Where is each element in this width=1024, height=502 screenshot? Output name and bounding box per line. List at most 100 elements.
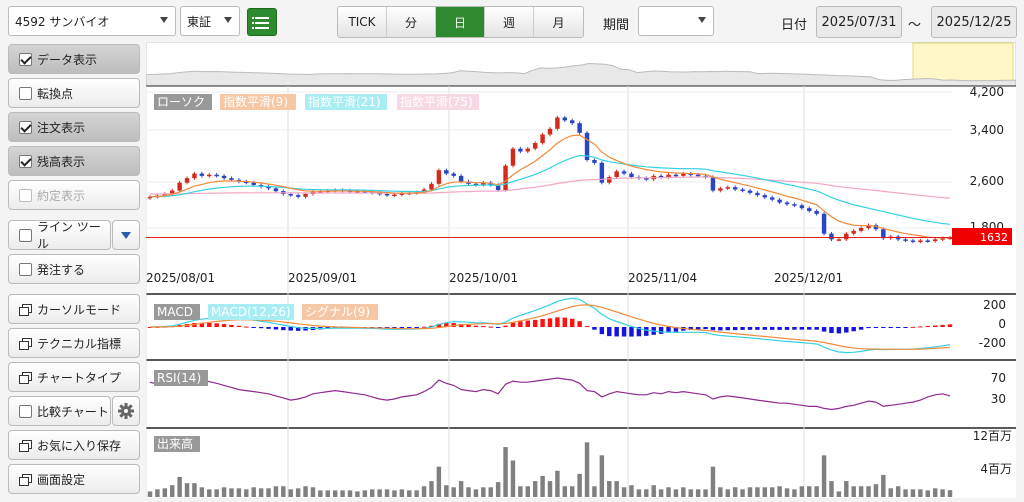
macd-axis: 200 0 -200 bbox=[979, 298, 1006, 350]
chart-type-button[interactable]: チャートタイプ bbox=[8, 362, 140, 392]
compare-chart-toggle[interactable]: 比較チャート bbox=[8, 396, 111, 426]
current-price-label: 1632 bbox=[980, 231, 1008, 244]
technical-indicators-button[interactable]: テクニカル指標 bbox=[8, 328, 140, 358]
volume-bar bbox=[244, 489, 249, 497]
macd-histogram-bar bbox=[399, 327, 405, 328]
macd-histogram-bar bbox=[488, 326, 493, 328]
candle-body bbox=[710, 177, 716, 191]
period-label: 期間 bbox=[603, 18, 630, 33]
tab-day[interactable]: 日 bbox=[436, 7, 485, 37]
volume-bar bbox=[792, 489, 797, 497]
macd-histogram-bar bbox=[807, 327, 812, 330]
compare-settings-button[interactable] bbox=[112, 396, 140, 426]
tab-week[interactable]: 週 bbox=[485, 7, 534, 37]
candle-body bbox=[170, 190, 175, 194]
candle-body bbox=[607, 177, 612, 183]
candle-body bbox=[251, 182, 256, 185]
volume-bar bbox=[614, 481, 619, 497]
overview-range-selector[interactable] bbox=[912, 42, 1014, 86]
screen-settings-label: 画面設定 bbox=[37, 472, 86, 487]
macd-histogram-bar bbox=[207, 322, 212, 327]
macd-histogram-bar bbox=[199, 322, 205, 327]
chevron-down-icon bbox=[224, 17, 232, 23]
macd-histogram-bar bbox=[666, 327, 671, 333]
compare-chart-label: 比較チャート bbox=[37, 404, 109, 419]
candle-body bbox=[355, 191, 360, 193]
tab-tick[interactable]: TICK bbox=[338, 7, 387, 37]
volume-bar bbox=[740, 489, 745, 497]
price-tag: 1632 bbox=[952, 228, 1012, 245]
macd-histogram-bar bbox=[584, 326, 590, 328]
macd-histogram-bar bbox=[466, 324, 471, 327]
macd-histogram-bar bbox=[836, 327, 842, 334]
macd-histogram-bar bbox=[658, 327, 664, 334]
date-axis: 2025/08/01 2025/09/01 2025/10/01 2025/11… bbox=[146, 271, 843, 285]
price-pane bbox=[146, 115, 953, 244]
symbol-select[interactable]: 4592 サンバイオ bbox=[8, 6, 176, 36]
order-display-toggle[interactable]: 注文表示 bbox=[8, 112, 140, 142]
candle-body bbox=[436, 170, 442, 184]
tab-minute[interactable]: 分 bbox=[387, 7, 436, 37]
data-display-toggle[interactable]: データ表示 bbox=[8, 44, 140, 74]
volume-bar bbox=[814, 486, 819, 497]
checkbox-icon bbox=[19, 404, 32, 418]
macd-histogram-bar bbox=[621, 327, 627, 337]
price-legend: ローソク 指数平滑(9) 指数平滑(21) 指数平滑(75) bbox=[154, 94, 479, 110]
candle-body bbox=[532, 143, 538, 149]
chart-type-label: チャートタイプ bbox=[37, 370, 121, 385]
line-tool-toggle[interactable]: ライン ツール bbox=[8, 220, 111, 251]
volume-bar bbox=[370, 489, 375, 497]
period-select[interactable] bbox=[638, 6, 714, 36]
candle-body bbox=[288, 194, 293, 196]
macd-histogram-bar bbox=[407, 327, 412, 328]
macd-histogram-bar bbox=[918, 326, 923, 328]
macd-histogram-bar bbox=[592, 327, 597, 330]
macd-histogram-bar bbox=[947, 324, 953, 327]
candle-body bbox=[444, 170, 449, 174]
overview-navigator[interactable] bbox=[146, 42, 1016, 87]
candle-body bbox=[940, 238, 945, 240]
volume-bar bbox=[273, 486, 279, 497]
macd-legend: MACD MACD(12,26) シグナル(9) bbox=[154, 304, 378, 320]
candle-body bbox=[547, 128, 553, 135]
volume-bar bbox=[636, 489, 642, 497]
candle-body bbox=[614, 171, 619, 177]
position-display-toggle[interactable]: 残高表示 bbox=[8, 146, 140, 176]
cursor-mode-button[interactable]: カーソルモード bbox=[8, 294, 140, 324]
stock-chart[interactable]: ローソク 指数平滑(9) 指数平滑(21) 指数平滑(75) MACD MACD… bbox=[146, 42, 1016, 498]
candle-body bbox=[821, 213, 827, 234]
turning-point-toggle[interactable]: 転換点 bbox=[8, 78, 140, 108]
candle-body bbox=[673, 174, 679, 177]
execution-display-toggle[interactable]: 約定表示 bbox=[8, 180, 140, 210]
position-display-label: 残高表示 bbox=[37, 154, 86, 169]
tab-month[interactable]: 月 bbox=[534, 7, 583, 37]
candle-body bbox=[770, 197, 775, 200]
macd-histogram-bar bbox=[881, 327, 886, 328]
candle-body bbox=[229, 178, 234, 180]
candle-body bbox=[903, 239, 908, 241]
volume-legend: 出来高 bbox=[154, 436, 200, 452]
place-order-toggle[interactable]: 発注する bbox=[8, 254, 140, 284]
menu-list-button[interactable] bbox=[247, 8, 277, 36]
volume-bar bbox=[429, 481, 434, 497]
date-from-field[interactable]: 2025/07/31 bbox=[816, 6, 902, 38]
volume-bar bbox=[399, 489, 405, 497]
screen-settings-button[interactable]: 画面設定 bbox=[8, 464, 140, 494]
save-favorite-button[interactable]: お気に入り保存 bbox=[8, 430, 140, 460]
market-select[interactable]: 東証 bbox=[180, 6, 240, 36]
data-display-label: データ表示 bbox=[37, 52, 98, 67]
volume-bar bbox=[303, 486, 308, 497]
date-tick: 2025/09/01 bbox=[288, 271, 357, 285]
candle-body bbox=[777, 199, 782, 203]
volume-bar bbox=[644, 489, 649, 497]
date-to-field[interactable]: 2025/12/25 bbox=[931, 6, 1017, 38]
candle-body bbox=[214, 174, 219, 177]
volume-bar bbox=[407, 490, 412, 497]
window-icon bbox=[19, 371, 32, 384]
checkbox-checked-icon bbox=[19, 52, 32, 66]
volume-bar bbox=[377, 489, 382, 497]
volume-bar bbox=[688, 489, 693, 497]
line-tool-dropdown-button[interactable] bbox=[112, 220, 140, 250]
macd-histogram-bar bbox=[740, 327, 745, 330]
macd-histogram-bar bbox=[932, 325, 938, 327]
